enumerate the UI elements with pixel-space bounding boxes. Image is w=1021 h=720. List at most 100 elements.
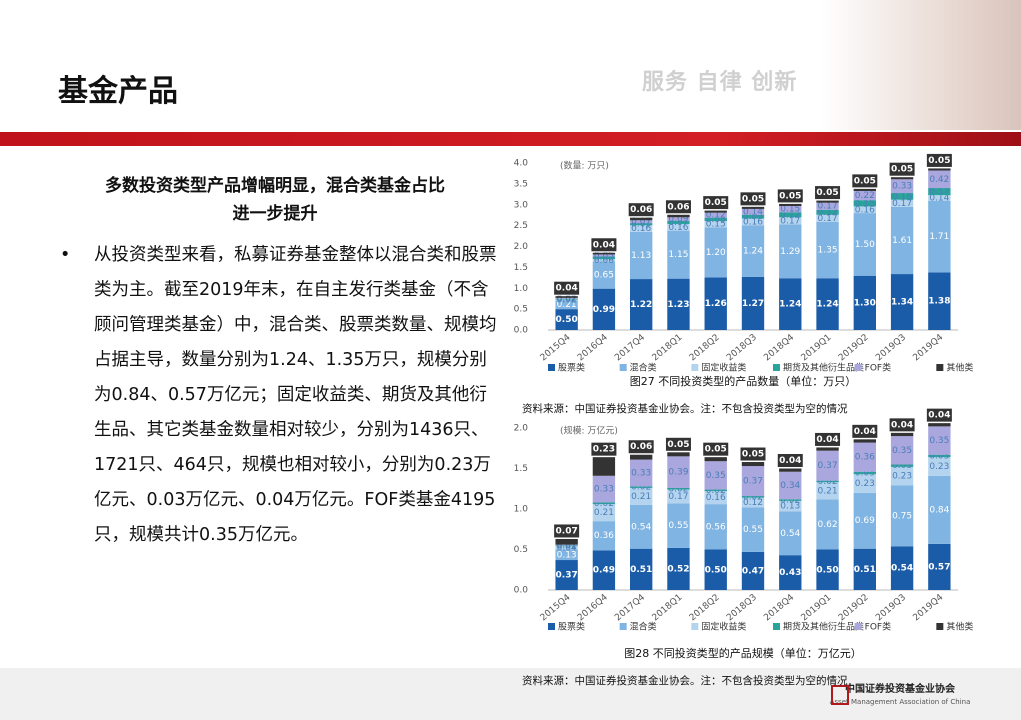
x-tick-label: 2019Q3: [874, 593, 908, 624]
chart-caption: 图28 不同投资类型的产品规模（单位：万亿元）: [624, 646, 862, 660]
bar-segment: [779, 203, 802, 207]
bar-segment: [928, 423, 951, 427]
data-label: 0.37: [743, 477, 763, 487]
bar-segment: [928, 454, 951, 458]
x-tick-label: 2018Q4: [762, 332, 796, 363]
data-label: 0.16: [631, 224, 651, 234]
label-box: [814, 185, 842, 201]
bar-segment: [592, 261, 616, 289]
footer-org-en: Asset Management Association of China: [830, 698, 971, 706]
data-label: 0.35: [929, 436, 949, 446]
bar-segment: [816, 202, 839, 210]
legend-swatch: [548, 364, 555, 371]
data-label: 0.16: [743, 217, 763, 227]
x-tick-label: 2016Q4: [576, 332, 610, 363]
data-label: 0.09: [743, 212, 763, 222]
data-label: 0.13: [780, 502, 800, 512]
bar-segment: [704, 457, 727, 462]
bar-segment: [592, 259, 616, 262]
bar-segment: [592, 504, 616, 522]
data-label: 0.04: [816, 435, 838, 445]
x-tick-label: 2019Q4: [912, 592, 946, 623]
bar-segment: [667, 489, 690, 504]
data-label: 0.14: [743, 207, 763, 217]
data-label: 0.08: [706, 215, 726, 225]
data-label: 0.02: [631, 483, 651, 493]
data-label: 1.38: [928, 297, 950, 307]
x-tick-label: 2019Q2: [837, 593, 871, 624]
data-label: 0.05: [779, 191, 801, 201]
data-label: 0.12: [706, 211, 726, 221]
y-tick-label: 0.5: [514, 545, 528, 555]
bar-segment: [592, 256, 616, 260]
data-label: 1.27: [742, 299, 764, 309]
data-label: 0.04: [891, 420, 913, 430]
bar-segment: [853, 471, 876, 475]
data-label: 0.07: [556, 526, 578, 536]
bar-segment: [779, 471, 802, 500]
data-label: 1.29: [780, 247, 800, 257]
chart-caption: 图27 不同投资类型的产品数量（单位：万只）: [630, 374, 857, 388]
bar-segment: [704, 217, 727, 222]
data-label: 0.05: [631, 220, 651, 230]
bar-segment: [853, 439, 876, 443]
bar-segment: [928, 475, 951, 544]
bar-segment: [630, 487, 653, 505]
bar-segment: [667, 278, 690, 330]
bar-segment: [741, 206, 765, 209]
bar-segment: [592, 252, 616, 255]
red-band: [0, 132, 1021, 146]
bar-segment: [779, 224, 802, 279]
legend-label: 股票类: [558, 621, 585, 633]
bar-segment: [816, 200, 839, 203]
slogan: 服务 自律 创新: [642, 70, 798, 95]
bullet: • 从投资类型来看，私募证券基金整体以混合类和股票类为主。截至2019年末，在自…: [60, 238, 500, 553]
y-tick-label: 4.0: [514, 159, 529, 169]
x-tick-label: 2017Q4: [613, 332, 647, 363]
bar-segment: [853, 190, 876, 201]
data-label: 0.06: [667, 202, 689, 212]
bullet-dot: •: [60, 245, 71, 265]
data-label: 0.02: [743, 492, 763, 502]
data-label: 0.16: [668, 223, 688, 233]
bar-segment: [630, 459, 653, 487]
bar-segment: [592, 457, 616, 476]
bar-segment: [592, 475, 616, 503]
bar-segment: [630, 217, 653, 221]
bar-segment: [853, 213, 876, 276]
bar-segment: [890, 199, 914, 207]
bar-segment: [741, 462, 765, 467]
bar-segment: [779, 278, 802, 330]
legend-label: 其他类: [946, 621, 973, 633]
data-label: 0.04: [593, 240, 615, 250]
bar-segment: [667, 223, 690, 231]
bar-segment: [853, 548, 876, 590]
chart-source: 资料来源：中国证券投资基金业协会。注：不包含投资类型为空的情况: [522, 402, 848, 415]
data-label: 0.23: [593, 445, 615, 455]
legend-swatch: [854, 364, 862, 371]
bar-segment: [890, 193, 914, 200]
data-label: 0.05: [742, 450, 764, 460]
bar-segment: [741, 214, 765, 219]
label-box: [851, 423, 879, 439]
data-label: 1.34: [891, 298, 913, 308]
label-box: [776, 453, 804, 468]
bar-segment: [630, 231, 653, 280]
bar-segment: [779, 499, 802, 501]
bar-segment: [928, 272, 951, 330]
data-label: 0.16: [706, 493, 726, 503]
x-tick-label: 2017Q4: [613, 592, 647, 623]
x-tick-label: 2018Q2: [688, 333, 722, 364]
data-label: 0.05: [928, 156, 950, 166]
data-label: 0.17: [818, 202, 838, 212]
data-label: 0.51: [854, 565, 876, 575]
x-tick-label: 2019Q4: [912, 332, 946, 363]
bar-segment: [853, 200, 876, 207]
data-label: 0.05: [891, 165, 913, 175]
bar-segment: [779, 212, 802, 218]
bar-segment: [555, 298, 578, 300]
data-label: 0.23: [892, 472, 912, 482]
bar-segment: [592, 521, 616, 551]
heading-line: 多数投资类型产品增幅明显，混合类基金占比: [105, 176, 445, 196]
bar-segment: [555, 544, 578, 546]
